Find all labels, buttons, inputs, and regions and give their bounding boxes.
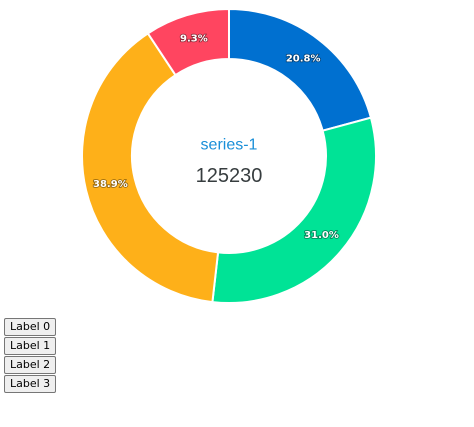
label-1-button[interactable]: Label 1 [4, 337, 57, 355]
label-0-button[interactable]: Label 0 [4, 318, 57, 336]
slice-label-1: 31.0% [304, 230, 339, 241]
donut-slice-3[interactable] [146, 7, 230, 77]
center-series-name: series-1 [201, 137, 258, 154]
donut-slices [81, 7, 377, 304]
label-button-list: Label 0 Label 1 Label 2 Label 3 [4, 318, 57, 393]
donut-slice-0[interactable] [228, 7, 373, 132]
label-2-button[interactable]: Label 2 [4, 356, 57, 374]
label-3-button[interactable]: Label 3 [4, 375, 57, 393]
donut-chart: 20.8% 31.0% 38.9% 9.3% series-1 125230 [81, 7, 377, 304]
slice-label-3: 9.3% [180, 34, 208, 45]
donut-slice-2[interactable] [81, 32, 220, 304]
slice-label-0: 20.8% [286, 54, 321, 65]
slice-labels: 20.8% 31.0% 38.9% 9.3% [92, 33, 339, 242]
donut-slice-1[interactable] [211, 116, 377, 304]
slice-label-2: 38.9% [93, 179, 128, 190]
center-total-value: 125230 [196, 165, 263, 187]
